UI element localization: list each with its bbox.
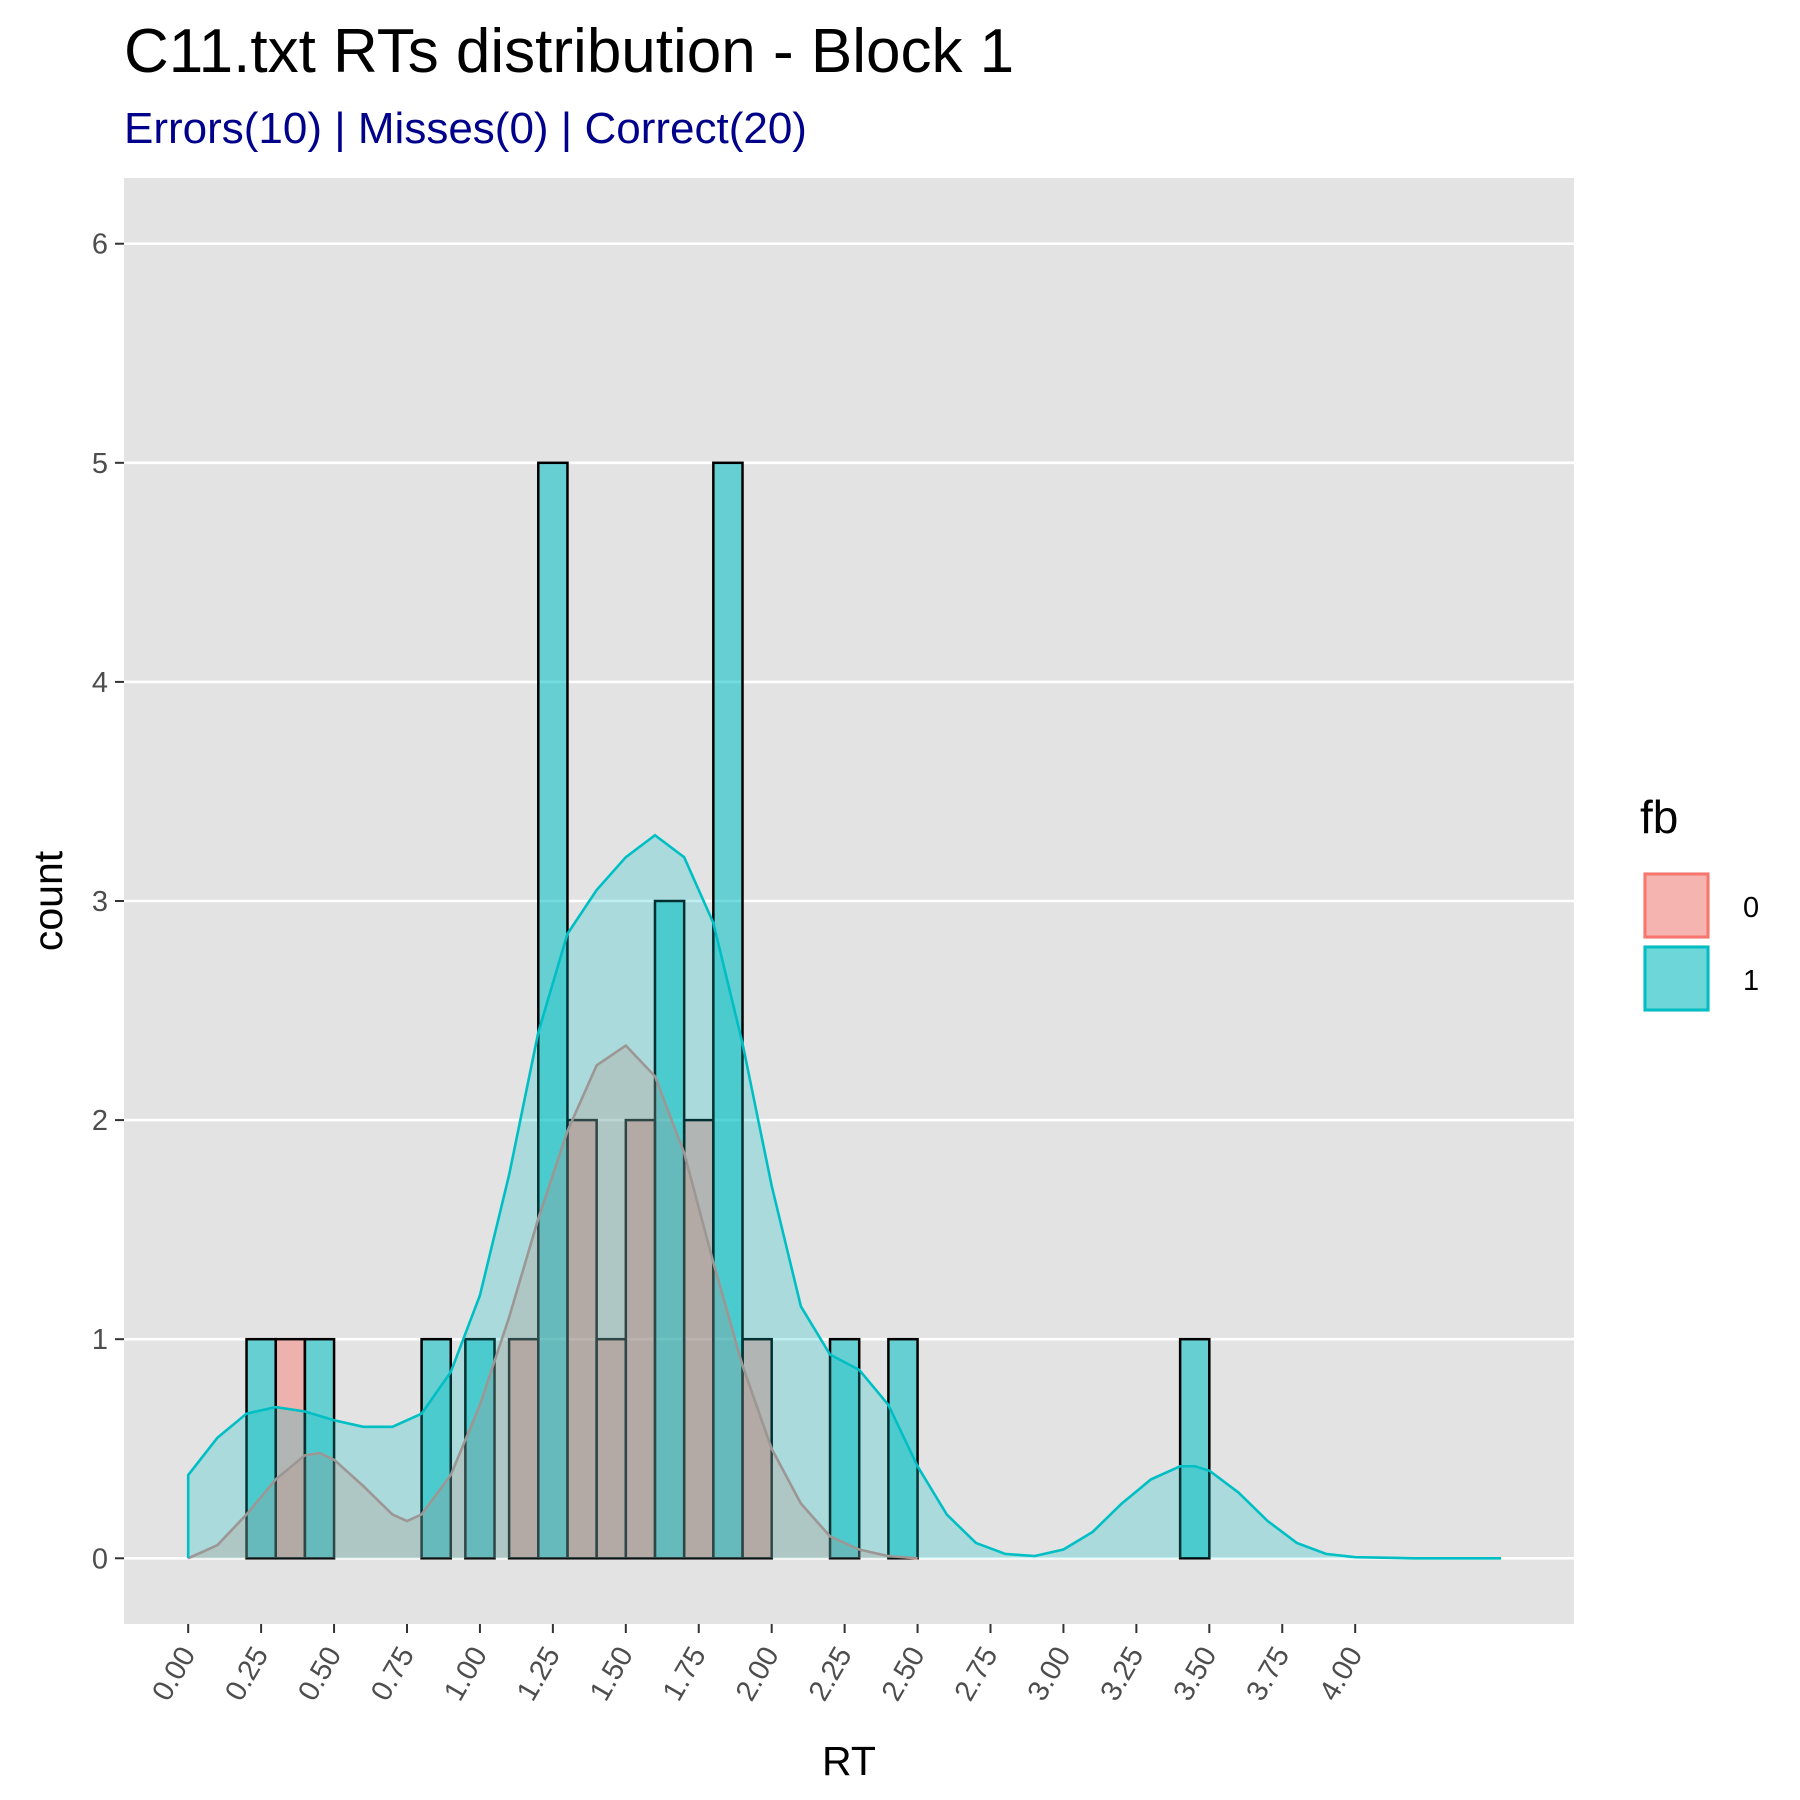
- x-tick-label: 2.25: [803, 1642, 859, 1707]
- x-tick-label: 2.50: [876, 1642, 932, 1707]
- density-line-series-0: [187, 1043, 918, 1560]
- density-curves: [186, 833, 1502, 1560]
- density-area-series-1: [188, 835, 1502, 1559]
- bar-series-1: [420, 1337, 453, 1560]
- x-axis: 0.00 0.25 0.50 0.75 1.00 1.25 1.50 1.75 2.00 2.25…: [146, 1624, 1369, 1706]
- bar-series-1: [712, 461, 744, 1560]
- x-tick-label: 2.75: [949, 1642, 1005, 1707]
- y-tick-label: 4: [92, 667, 108, 699]
- x-tick-label: 0.50: [292, 1642, 348, 1707]
- y-tick-label: 6: [92, 229, 108, 261]
- x-tick-label: 1.25: [511, 1642, 567, 1707]
- bar-series-0: [274, 1337, 307, 1560]
- bar-series-1: [887, 1337, 919, 1560]
- x-tick-label: 2.00: [730, 1642, 786, 1707]
- x-axis-title: RT: [822, 1738, 876, 1784]
- x-tick-label: 3.75: [1240, 1642, 1296, 1707]
- x-tick-label: 4.00: [1313, 1642, 1369, 1707]
- x-tick-label: 1.50: [584, 1642, 640, 1707]
- y-axis: 0 1 2 3 4 5 6: [92, 229, 124, 1575]
- y-axis-title: count: [25, 850, 71, 951]
- density-area-series-0: [188, 1045, 918, 1559]
- legend-label: 1: [1743, 965, 1759, 997]
- y-tick-label: 0: [92, 1543, 108, 1575]
- bar-series-1: [653, 899, 686, 1560]
- x-tick-label: 3.50: [1167, 1642, 1223, 1707]
- bar-series-1: [1178, 1337, 1211, 1560]
- x-tick-label: 3.00: [1022, 1642, 1078, 1707]
- chart-subtitle: Errors(10) | Misses(0) | Correct(20): [124, 104, 807, 153]
- legend-key-series-1: [1643, 945, 1710, 1012]
- histogram-bars: [245, 461, 1211, 1560]
- legend-key-series-0: [1643, 872, 1710, 939]
- legend-title: fb: [1640, 791, 1678, 843]
- x-tick-label: 1.75: [657, 1642, 713, 1707]
- y-tick-label: 5: [92, 448, 108, 480]
- bar-series-1: [828, 1337, 861, 1560]
- x-tick-label: 0.75: [365, 1642, 421, 1707]
- x-tick-label: 0.00: [146, 1642, 202, 1707]
- grid-lines: [124, 242, 1574, 1560]
- y-tick-label: 1: [92, 1324, 108, 1356]
- density-line-series-1: [186, 833, 1502, 1560]
- bar-series-1: [303, 1337, 336, 1560]
- chart-title: C11.txt RTs distribution - Block 1: [124, 17, 1015, 86]
- y-tick-label: 3: [92, 886, 108, 918]
- legend-label: 0: [1743, 892, 1759, 924]
- x-tick-label: 0.25: [219, 1642, 275, 1707]
- bar-series-0: [624, 1118, 657, 1560]
- y-tick-label: 2: [92, 1105, 108, 1137]
- bar-series-1: [537, 461, 569, 1560]
- bar-series-0: [507, 1337, 540, 1560]
- x-tick-label: 3.25: [1094, 1642, 1150, 1707]
- x-tick-label: 1.00: [438, 1642, 494, 1707]
- bar-series-0: [566, 1118, 598, 1560]
- bar-series-1: [245, 1337, 277, 1560]
- legend: fb 0 1: [1640, 791, 1759, 1012]
